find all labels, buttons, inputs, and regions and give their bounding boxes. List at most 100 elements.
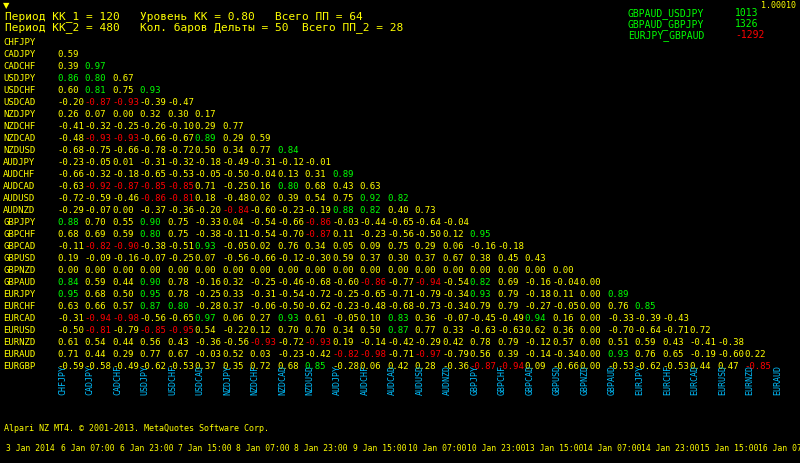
Text: -0.85: -0.85 <box>139 326 166 335</box>
Text: 3 Jan 2014: 3 Jan 2014 <box>6 444 54 453</box>
Text: 9 Jan 15:00: 9 Jan 15:00 <box>353 444 406 453</box>
Text: 0.00: 0.00 <box>305 266 326 275</box>
Text: 0.39: 0.39 <box>277 194 298 203</box>
Text: -0.53: -0.53 <box>167 362 194 371</box>
Text: -0.41: -0.41 <box>690 338 716 347</box>
Text: EURNZD: EURNZD <box>746 365 754 395</box>
Text: -0.23: -0.23 <box>359 230 386 239</box>
Text: 0.00: 0.00 <box>112 266 134 275</box>
Text: USDCAD: USDCAD <box>195 365 205 395</box>
Text: 0.59: 0.59 <box>85 278 106 287</box>
Text: 0.84: 0.84 <box>57 278 78 287</box>
Text: -0.94: -0.94 <box>414 278 442 287</box>
Text: CHFJPY: CHFJPY <box>58 365 67 395</box>
Text: -0.50: -0.50 <box>222 170 249 179</box>
Text: -0.11: -0.11 <box>57 242 84 251</box>
Text: 0.78: 0.78 <box>167 290 189 299</box>
Text: 0.82: 0.82 <box>359 206 381 215</box>
Text: -0.64: -0.64 <box>414 218 442 227</box>
Text: -0.93: -0.93 <box>250 338 276 347</box>
Text: -0.29: -0.29 <box>57 206 84 215</box>
Text: 0.11: 0.11 <box>332 230 354 239</box>
Text: 0.81: 0.81 <box>85 86 106 95</box>
Text: -0.72: -0.72 <box>57 194 84 203</box>
Text: -0.23: -0.23 <box>332 302 359 311</box>
Text: -0.36: -0.36 <box>442 362 469 371</box>
Text: -0.14: -0.14 <box>525 350 551 359</box>
Text: EURCHF: EURCHF <box>3 302 35 311</box>
Text: -0.49: -0.49 <box>222 158 249 167</box>
Text: -0.64: -0.64 <box>634 326 662 335</box>
Text: 0.78: 0.78 <box>167 278 189 287</box>
Text: -0.72: -0.72 <box>305 290 331 299</box>
Text: 0.09: 0.09 <box>525 362 546 371</box>
Text: CHFJPY: CHFJPY <box>3 38 35 47</box>
Text: 16 Jan 07:00: 16 Jan 07:00 <box>758 444 800 453</box>
Text: 0.76: 0.76 <box>277 242 298 251</box>
Text: 0.77: 0.77 <box>139 350 161 359</box>
Text: 0.85: 0.85 <box>305 362 326 371</box>
Text: 0.37: 0.37 <box>194 362 216 371</box>
Text: -0.30: -0.30 <box>305 254 331 263</box>
Text: -0.22: -0.22 <box>222 326 249 335</box>
Text: NZDCAD: NZDCAD <box>278 365 287 395</box>
Text: 0.56: 0.56 <box>139 338 161 347</box>
Text: -0.34: -0.34 <box>442 290 469 299</box>
Text: -0.28: -0.28 <box>194 302 222 311</box>
Text: 1.00010: 1.00010 <box>761 1 796 10</box>
Text: -0.05: -0.05 <box>194 170 222 179</box>
Text: 0.44: 0.44 <box>690 362 711 371</box>
Text: -0.11: -0.11 <box>222 230 249 239</box>
Text: NZDUSD: NZDUSD <box>3 146 35 155</box>
Text: -1292: -1292 <box>735 30 764 40</box>
Text: 0.19: 0.19 <box>332 338 354 347</box>
Text: 0.76: 0.76 <box>607 302 629 311</box>
Text: USDCHF: USDCHF <box>3 86 35 95</box>
Text: 0.38: 0.38 <box>470 254 491 263</box>
Text: 0.75: 0.75 <box>112 86 134 95</box>
Text: -0.27: -0.27 <box>525 302 551 311</box>
Text: EURCAD: EURCAD <box>690 365 699 395</box>
Text: -0.45: -0.45 <box>470 314 496 323</box>
Text: 0.67: 0.67 <box>442 254 463 263</box>
Text: GBPNZD: GBPNZD <box>3 266 35 275</box>
Text: 0.00: 0.00 <box>414 266 436 275</box>
Text: -0.79: -0.79 <box>442 350 469 359</box>
Text: -0.53: -0.53 <box>167 170 194 179</box>
Text: 0.80: 0.80 <box>85 74 106 83</box>
Text: -0.59: -0.59 <box>85 194 111 203</box>
Text: -0.33: -0.33 <box>607 314 634 323</box>
Text: 0.00: 0.00 <box>579 290 601 299</box>
Text: -0.71: -0.71 <box>662 326 689 335</box>
Text: GBPCAD: GBPCAD <box>526 365 534 395</box>
Text: -0.31: -0.31 <box>57 314 84 323</box>
Text: 0.07: 0.07 <box>194 254 216 263</box>
Text: 0.97: 0.97 <box>85 62 106 71</box>
Text: 0.43: 0.43 <box>662 338 683 347</box>
Text: 0.07: 0.07 <box>85 110 106 119</box>
Text: 0.39: 0.39 <box>497 350 518 359</box>
Text: 0.77: 0.77 <box>250 146 271 155</box>
Text: 0.79: 0.79 <box>497 302 518 311</box>
Text: AUDNZD: AUDNZD <box>443 365 452 395</box>
Text: 0.01: 0.01 <box>112 158 134 167</box>
Text: 0.67: 0.67 <box>112 74 134 83</box>
Text: AUDCHF: AUDCHF <box>361 365 370 395</box>
Text: -0.71: -0.71 <box>387 290 414 299</box>
Text: 0.10: 0.10 <box>359 314 381 323</box>
Text: 0.06: 0.06 <box>222 314 243 323</box>
Text: -0.48: -0.48 <box>359 302 386 311</box>
Text: -0.12: -0.12 <box>277 254 304 263</box>
Text: -0.07: -0.07 <box>442 314 469 323</box>
Text: -0.34: -0.34 <box>552 350 579 359</box>
Text: 0.55: 0.55 <box>112 218 134 227</box>
Text: -0.26: -0.26 <box>139 122 166 131</box>
Text: 0.19: 0.19 <box>57 254 78 263</box>
Text: 0.34: 0.34 <box>305 242 326 251</box>
Text: -0.48: -0.48 <box>57 134 84 143</box>
Text: 0.02: 0.02 <box>250 194 271 203</box>
Text: -0.07: -0.07 <box>85 206 111 215</box>
Text: -0.56: -0.56 <box>222 338 249 347</box>
Text: -0.68: -0.68 <box>305 278 331 287</box>
Text: 0.68: 0.68 <box>305 182 326 191</box>
